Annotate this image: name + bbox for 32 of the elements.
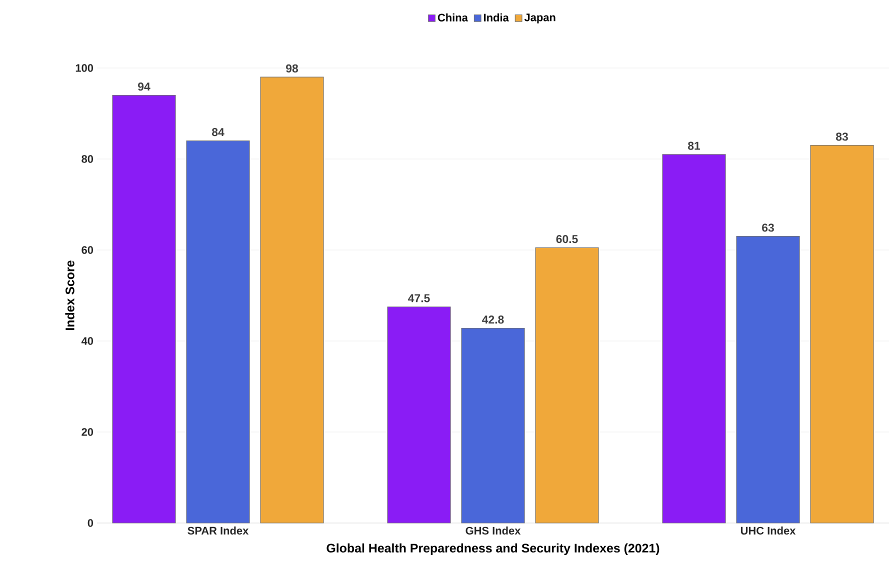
legend-label: Japan xyxy=(524,14,556,24)
bar xyxy=(736,236,800,524)
legend-label: China xyxy=(438,13,468,22)
x-tick-label: GHS Index xyxy=(466,526,521,535)
data-label: 60.5 xyxy=(556,234,578,244)
bar xyxy=(260,76,324,524)
data-label: 42.8 xyxy=(482,316,504,324)
x-tick-label: UHC Index xyxy=(740,526,796,535)
data-label: 63 xyxy=(762,224,774,232)
x-axis-title: Global Health Preparedness and Security Indexes (2021) xyxy=(326,543,660,556)
data-label: 81 xyxy=(688,142,700,150)
bar xyxy=(662,154,726,524)
bar xyxy=(112,94,176,524)
bar xyxy=(186,140,250,524)
data-label: 83 xyxy=(836,132,848,141)
bar xyxy=(810,145,874,524)
data-label: 98 xyxy=(286,64,298,72)
x-tick-label: SPAR Index xyxy=(188,526,249,535)
legend-label: India xyxy=(484,13,509,22)
bar xyxy=(461,328,525,524)
bar xyxy=(535,247,599,524)
y-tick-label: 0 xyxy=(88,519,94,527)
y-tick-label: 100 xyxy=(76,64,94,72)
data-label: 84 xyxy=(212,128,224,136)
y-tick-label: 20 xyxy=(82,428,94,436)
y-tick-label: 60 xyxy=(82,246,94,254)
y-tick-label: 40 xyxy=(81,337,94,345)
y-axis-title: Index Score xyxy=(65,260,74,330)
data-label: 94 xyxy=(138,82,150,91)
data-label: 47.5 xyxy=(408,294,430,302)
y-tick-label: 80 xyxy=(82,155,94,163)
bar xyxy=(387,306,451,524)
